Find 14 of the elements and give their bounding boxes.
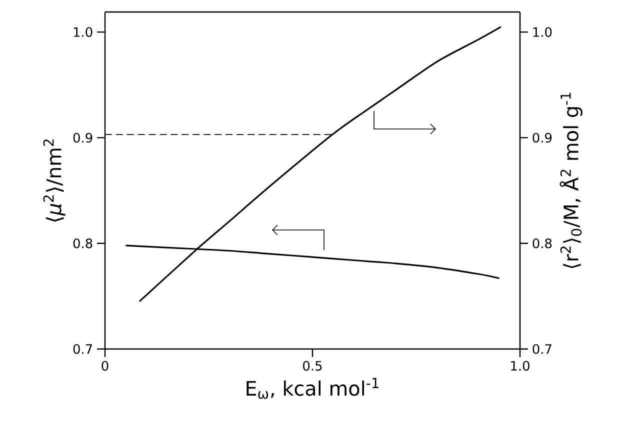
y2-axis-title: ⟨r$^{2}$⟩$_{0}$/M, Å$^{2}$ mol g$^{-1}$ <box>560 92 582 268</box>
x-tick-label: 1.0 <box>511 360 530 371</box>
y-tick-label: 0.9 <box>73 132 92 143</box>
x-axis-title: E$_{ω}$, kcal mol$^{-1}$ <box>246 378 378 399</box>
x-tick-label: 0 <box>102 360 108 371</box>
y-tick-label: 1.0 <box>74 27 92 37</box>
y-tick-label: 0.8 <box>73 238 92 248</box>
y-tick-label: 0.7 <box>73 344 92 354</box>
x-tick-label: 0.5 <box>303 360 322 371</box>
y2-tick-label: 0.8 <box>532 238 552 248</box>
y2-tick-label: 1.0 <box>533 27 552 37</box>
y2-tick-label: 0.7 <box>532 344 552 354</box>
y2-tick-label: 0.9 <box>532 132 552 143</box>
y-axis-title: ⟨μ$^{2}$⟩/nm$^{2}$ <box>43 140 66 222</box>
